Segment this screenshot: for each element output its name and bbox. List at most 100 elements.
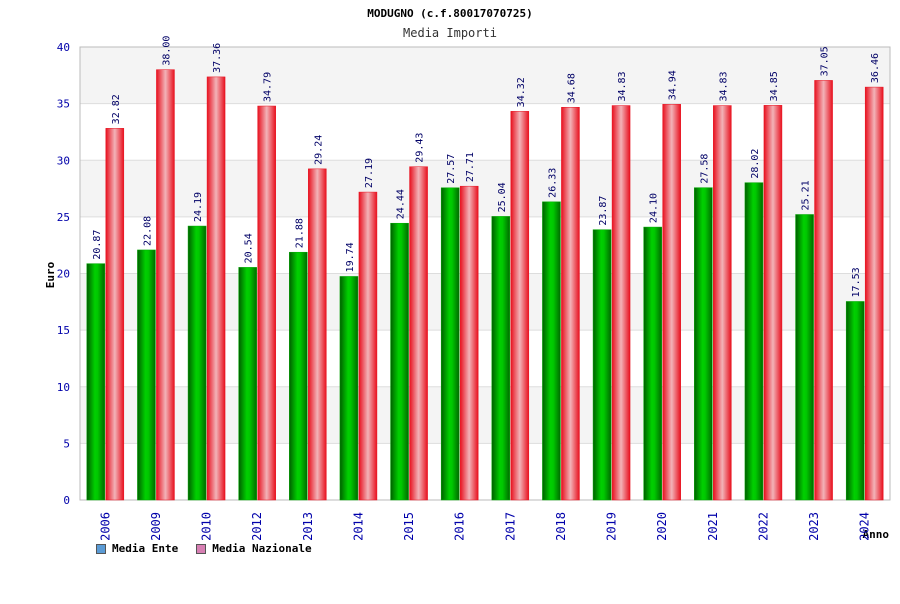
bar-media-nazionale xyxy=(156,69,175,501)
x-tick-label: 2014 xyxy=(351,512,365,541)
bar-media-nazionale xyxy=(561,106,580,501)
bar-media-ente xyxy=(390,222,409,501)
data-label: 29.24 xyxy=(313,135,324,165)
data-label: 24.44 xyxy=(396,189,407,219)
x-tick-label: 2009 xyxy=(149,512,163,541)
y-tick-label: 40 xyxy=(57,41,70,54)
legend-swatch-media-nazionale xyxy=(196,543,207,554)
x-tick-label: 2017 xyxy=(503,512,517,541)
bar-media-ente xyxy=(542,201,561,501)
chart-title: MODUGNO (c.f.80017070725) xyxy=(367,7,533,20)
bar-media-ente xyxy=(187,225,207,501)
y-tick-label: 20 xyxy=(57,268,70,281)
bar-media-ente xyxy=(845,301,865,501)
bar-media-nazionale xyxy=(662,104,681,501)
y-tick-label: 10 xyxy=(57,381,70,394)
plot-area: 0 5 10 15 20 25 30 35 40 20.87 32.82 2006 22.08 38.00… xyxy=(57,36,891,541)
data-label: 37.05 xyxy=(820,46,831,76)
data-label: 32.82 xyxy=(111,94,122,124)
x-tick-label: 2006 xyxy=(98,512,112,541)
data-label: 24.19 xyxy=(193,192,204,222)
bar-media-ente xyxy=(744,182,764,501)
x-tick-label: 2020 xyxy=(655,512,669,541)
bar-media-ente xyxy=(643,226,662,501)
data-label: 20.87 xyxy=(92,230,103,260)
data-label: 34.83 xyxy=(718,71,729,101)
data-label: 21.88 xyxy=(294,218,305,248)
legend-label-media-ente: Media Ente xyxy=(112,542,179,555)
y-tick-label: 15 xyxy=(57,324,70,337)
y-tick-label: 35 xyxy=(57,98,70,111)
legend-swatch-media-ente xyxy=(96,543,106,554)
bar-media-nazionale xyxy=(105,128,125,501)
y-tick-label: 5 xyxy=(63,437,70,450)
bar-media-ente xyxy=(238,267,257,501)
data-label: 27.71 xyxy=(465,152,476,182)
x-tick-label: 2023 xyxy=(807,512,821,541)
bar-media-ente xyxy=(339,276,359,501)
bar-media-ente xyxy=(592,229,612,501)
data-label: 26.33 xyxy=(547,168,558,198)
x-tick-label: 2012 xyxy=(250,512,264,541)
data-label: 34.94 xyxy=(668,70,679,100)
x-tick-label: 2019 xyxy=(605,512,619,541)
data-label: 27.58 xyxy=(699,154,710,184)
data-label: 34.79 xyxy=(263,72,274,102)
x-axis-label: Anno xyxy=(863,528,890,541)
data-label: 34.85 xyxy=(769,71,780,101)
data-label: 34.32 xyxy=(516,77,527,107)
x-tick-label: 2016 xyxy=(453,512,467,541)
bar-media-nazionale xyxy=(814,80,833,501)
bar-media-nazionale xyxy=(206,76,226,501)
data-label: 22.08 xyxy=(142,216,153,246)
y-axis-label: Euro xyxy=(44,261,57,288)
data-label: 27.19 xyxy=(364,158,375,188)
data-label: 29.43 xyxy=(415,133,426,163)
x-tick-label: 2010 xyxy=(200,512,214,541)
data-label: 25.04 xyxy=(497,182,508,212)
bar-media-ente xyxy=(694,187,713,501)
bar-media-nazionale xyxy=(459,185,479,501)
data-label: 25.21 xyxy=(801,180,812,210)
x-tick-label: 2018 xyxy=(554,512,568,541)
data-label: 34.83 xyxy=(617,71,628,101)
y-tick-label: 25 xyxy=(57,211,70,224)
bar-media-nazionale xyxy=(864,86,884,501)
bar-media-ente xyxy=(86,263,106,501)
data-label: 27.57 xyxy=(446,154,457,184)
y-tick-label: 30 xyxy=(57,154,70,167)
data-label: 36.46 xyxy=(870,53,881,83)
bar-media-nazionale xyxy=(257,105,276,501)
data-label: 17.53 xyxy=(851,267,862,297)
data-label: 37.36 xyxy=(212,43,223,73)
legend-item-media-nazionale: Media Nazionale xyxy=(196,542,312,555)
plot-border xyxy=(79,46,891,501)
bar-media-nazionale xyxy=(409,166,428,501)
bar-media-ente xyxy=(440,187,460,501)
bar-media-ente xyxy=(289,251,308,501)
data-label: 19.74 xyxy=(345,242,356,272)
bar-media-nazionale xyxy=(611,105,631,501)
bar-media-nazionale xyxy=(763,105,783,501)
x-tick-label: 2015 xyxy=(402,512,416,541)
data-label: 28.02 xyxy=(750,149,761,179)
bar-media-nazionale xyxy=(510,111,530,501)
bar-media-ente xyxy=(491,216,511,501)
bar-media-ente xyxy=(795,214,814,501)
legend-item-media-ente: Media Ente xyxy=(96,542,178,555)
x-tick-label: 2024 xyxy=(858,512,872,541)
data-label: 20.54 xyxy=(244,233,255,263)
x-tick-label: 2013 xyxy=(301,512,315,541)
legend-label-media-nazionale: Media Nazionale xyxy=(212,542,312,555)
bar-media-nazionale xyxy=(308,168,327,501)
legend: Media Ente Media Nazionale xyxy=(96,542,312,555)
data-label: 34.68 xyxy=(566,73,577,103)
data-label: 23.87 xyxy=(598,196,609,226)
chart-subtitle: Media Importi xyxy=(403,26,497,40)
bar-media-nazionale xyxy=(358,191,378,501)
bar-media-nazionale xyxy=(713,105,732,501)
data-label: 24.10 xyxy=(649,193,660,223)
y-tick-label: 0 xyxy=(63,494,70,507)
